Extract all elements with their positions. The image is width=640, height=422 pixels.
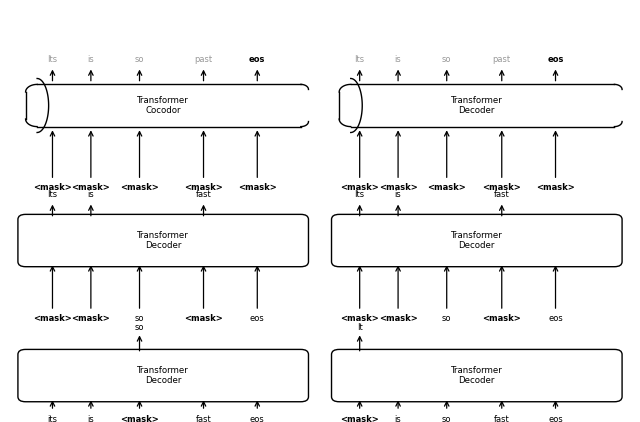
Text: <mask>: <mask>: [72, 183, 110, 192]
Text: Transformer
Decoder: Transformer Decoder: [138, 231, 189, 250]
Text: is: is: [395, 190, 401, 200]
Text: is: is: [88, 54, 94, 64]
Text: eos: eos: [548, 415, 563, 422]
Text: fast: fast: [196, 190, 211, 200]
Text: so: so: [135, 314, 144, 323]
Text: is: is: [395, 54, 401, 64]
Text: <mask>: <mask>: [483, 314, 521, 323]
Text: Its: Its: [47, 190, 58, 200]
Text: past: past: [493, 54, 511, 64]
Text: Transformer
Decoder: Transformer Decoder: [451, 366, 502, 385]
Text: eos: eos: [249, 54, 266, 64]
Text: eos: eos: [250, 314, 265, 323]
Text: <mask>: <mask>: [379, 314, 417, 323]
Text: <mask>: <mask>: [238, 183, 276, 192]
Text: <mask>: <mask>: [120, 415, 159, 422]
Text: <mask>: <mask>: [483, 183, 521, 192]
Text: so: so: [135, 322, 144, 332]
Text: <mask>: <mask>: [184, 314, 223, 323]
FancyBboxPatch shape: [18, 349, 308, 402]
Text: fast: fast: [494, 190, 509, 200]
Text: fast: fast: [196, 415, 211, 422]
Text: is: is: [395, 415, 401, 422]
Text: Transformer
Decoder: Transformer Decoder: [138, 366, 189, 385]
Text: Its: Its: [355, 54, 365, 64]
Text: so: so: [442, 314, 451, 323]
Text: is: is: [88, 190, 94, 200]
Text: Its: Its: [47, 54, 58, 64]
Text: Its: Its: [355, 190, 365, 200]
Text: Transformer
Decoder: Transformer Decoder: [451, 96, 502, 115]
Text: past: past: [195, 54, 212, 64]
Text: <mask>: <mask>: [428, 183, 466, 192]
Text: eos: eos: [547, 54, 564, 64]
Text: <mask>: <mask>: [340, 415, 379, 422]
FancyBboxPatch shape: [332, 349, 622, 402]
Text: so: so: [135, 54, 144, 64]
FancyBboxPatch shape: [18, 214, 308, 267]
Text: Transformer
Cocodor: Transformer Cocodor: [138, 96, 189, 115]
Text: <mask>: <mask>: [340, 314, 379, 323]
Text: <mask>: <mask>: [72, 314, 110, 323]
Text: eos: eos: [548, 314, 563, 323]
Text: <mask>: <mask>: [120, 183, 159, 192]
Text: <mask>: <mask>: [33, 183, 72, 192]
Text: <mask>: <mask>: [379, 183, 417, 192]
Text: eos: eos: [250, 415, 265, 422]
Text: its: its: [47, 415, 58, 422]
Text: Transformer
Decoder: Transformer Decoder: [451, 231, 502, 250]
FancyBboxPatch shape: [332, 214, 622, 267]
Text: <mask>: <mask>: [33, 314, 72, 323]
Text: is: is: [88, 415, 94, 422]
Text: fast: fast: [494, 415, 509, 422]
Text: <mask>: <mask>: [340, 183, 379, 192]
Text: so: so: [442, 54, 451, 64]
Text: <mask>: <mask>: [184, 183, 223, 192]
Text: so: so: [442, 415, 451, 422]
Text: <mask>: <mask>: [536, 183, 575, 192]
Text: It: It: [357, 322, 362, 332]
